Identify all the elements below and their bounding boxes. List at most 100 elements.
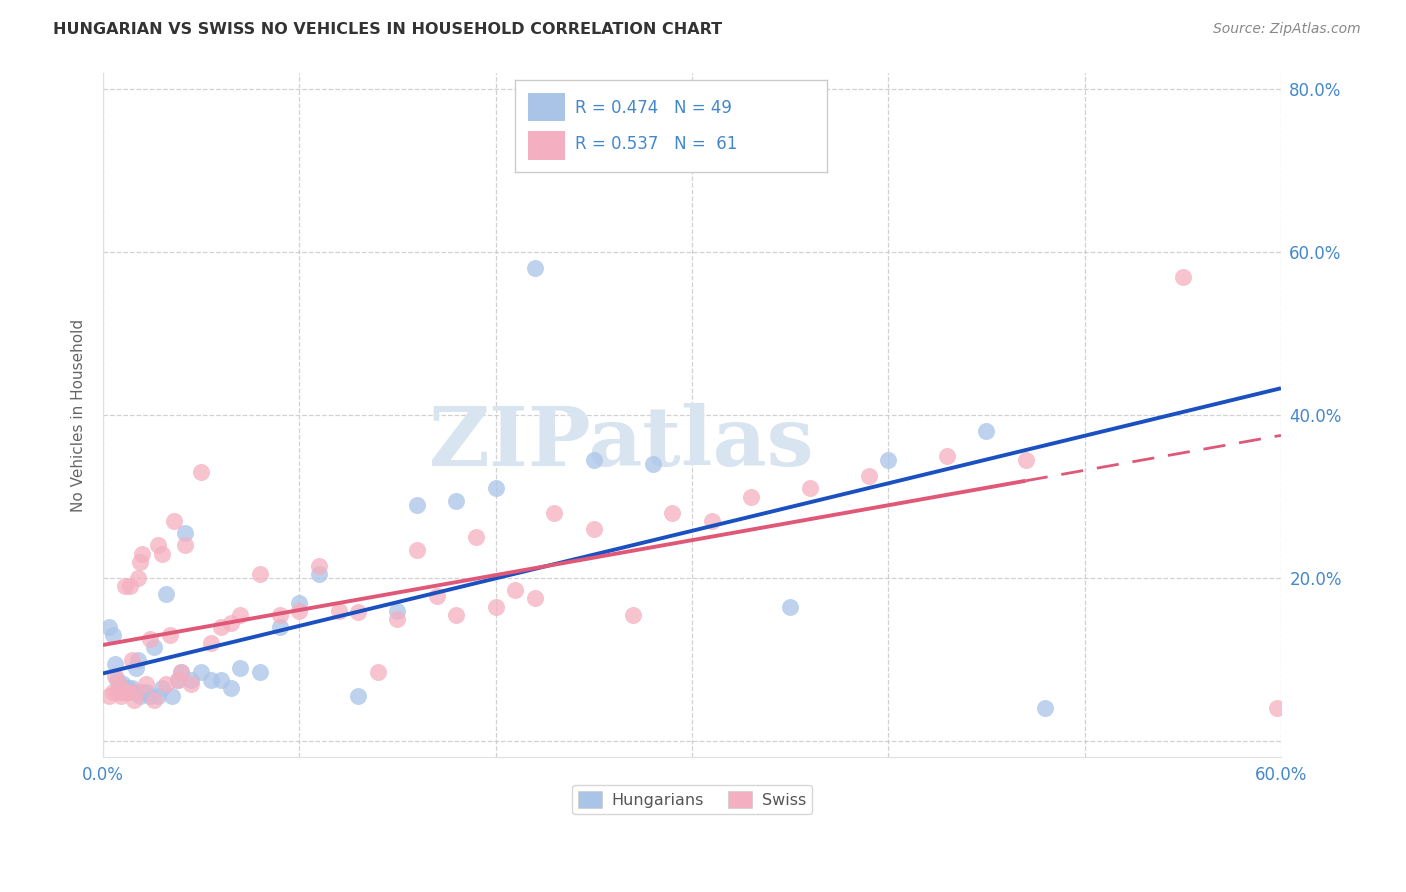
Point bbox=[111, 677, 134, 691]
Point bbox=[1171, 269, 1194, 284]
Point bbox=[107, 677, 129, 691]
Point bbox=[209, 673, 232, 687]
Point bbox=[111, 685, 134, 699]
Point bbox=[107, 681, 129, 695]
Point bbox=[426, 589, 449, 603]
Point bbox=[117, 681, 139, 695]
Text: ZIPatlas: ZIPatlas bbox=[429, 402, 814, 483]
Point bbox=[150, 547, 173, 561]
Point bbox=[219, 681, 242, 695]
Point bbox=[465, 530, 488, 544]
Point bbox=[180, 677, 202, 691]
Point bbox=[406, 498, 429, 512]
Point bbox=[135, 685, 157, 699]
Point bbox=[877, 453, 900, 467]
Point bbox=[127, 652, 149, 666]
Point bbox=[249, 665, 271, 679]
Point bbox=[110, 689, 132, 703]
Point bbox=[170, 665, 193, 679]
Point bbox=[347, 689, 370, 703]
Point bbox=[1033, 701, 1056, 715]
Y-axis label: No Vehicles in Household: No Vehicles in Household bbox=[72, 318, 86, 512]
Point bbox=[114, 579, 136, 593]
Point bbox=[117, 685, 139, 699]
Point bbox=[700, 514, 723, 528]
Point bbox=[124, 685, 146, 699]
Point bbox=[288, 604, 311, 618]
Point bbox=[104, 669, 127, 683]
Point bbox=[155, 677, 177, 691]
Point bbox=[125, 685, 148, 699]
Point bbox=[976, 425, 998, 439]
Point bbox=[139, 689, 162, 703]
Point bbox=[150, 681, 173, 695]
Point bbox=[139, 632, 162, 647]
Legend: Hungarians, Swiss: Hungarians, Swiss bbox=[572, 785, 813, 814]
Point bbox=[162, 514, 184, 528]
Point bbox=[249, 566, 271, 581]
Point bbox=[661, 506, 683, 520]
Point bbox=[229, 661, 252, 675]
Point bbox=[1015, 453, 1038, 467]
Point bbox=[166, 673, 188, 687]
Point bbox=[484, 599, 506, 614]
Point bbox=[484, 482, 506, 496]
Point bbox=[142, 693, 165, 707]
Point bbox=[159, 628, 181, 642]
Point bbox=[142, 640, 165, 655]
Point bbox=[129, 689, 152, 703]
Point bbox=[523, 261, 546, 276]
Point bbox=[543, 506, 565, 520]
Point bbox=[406, 542, 429, 557]
Point bbox=[115, 685, 138, 699]
Point bbox=[288, 595, 311, 609]
Point bbox=[105, 673, 128, 687]
Point bbox=[97, 620, 120, 634]
Point bbox=[308, 566, 330, 581]
Point bbox=[347, 605, 370, 619]
Point bbox=[503, 583, 526, 598]
Point bbox=[936, 449, 959, 463]
Point bbox=[308, 558, 330, 573]
Point bbox=[621, 607, 644, 622]
Point bbox=[269, 607, 291, 622]
Point bbox=[110, 685, 132, 699]
Point bbox=[101, 685, 124, 699]
Point bbox=[131, 547, 153, 561]
Point bbox=[219, 615, 242, 630]
Point bbox=[115, 685, 138, 699]
Point bbox=[160, 689, 183, 703]
Point bbox=[114, 681, 136, 695]
Point bbox=[209, 620, 232, 634]
Point bbox=[155, 587, 177, 601]
Point bbox=[180, 673, 202, 687]
Point bbox=[200, 636, 222, 650]
Point bbox=[120, 685, 142, 699]
Point bbox=[229, 607, 252, 622]
Point bbox=[170, 665, 193, 679]
Point bbox=[174, 539, 197, 553]
Point bbox=[799, 482, 821, 496]
Point bbox=[190, 465, 212, 479]
Point bbox=[135, 677, 157, 691]
Point bbox=[125, 661, 148, 675]
Point bbox=[124, 693, 146, 707]
Point bbox=[97, 689, 120, 703]
Point bbox=[367, 665, 389, 679]
Point bbox=[146, 539, 169, 553]
Point bbox=[190, 665, 212, 679]
Point bbox=[582, 453, 605, 467]
Point bbox=[127, 571, 149, 585]
Point bbox=[200, 673, 222, 687]
Point bbox=[269, 620, 291, 634]
Point bbox=[146, 689, 169, 703]
Point bbox=[328, 604, 350, 618]
Point bbox=[101, 628, 124, 642]
Point bbox=[740, 490, 762, 504]
Text: Source: ZipAtlas.com: Source: ZipAtlas.com bbox=[1213, 22, 1361, 37]
Point bbox=[120, 579, 142, 593]
Point bbox=[779, 599, 801, 614]
Point bbox=[105, 685, 128, 699]
Point bbox=[129, 555, 152, 569]
Point bbox=[121, 681, 143, 695]
